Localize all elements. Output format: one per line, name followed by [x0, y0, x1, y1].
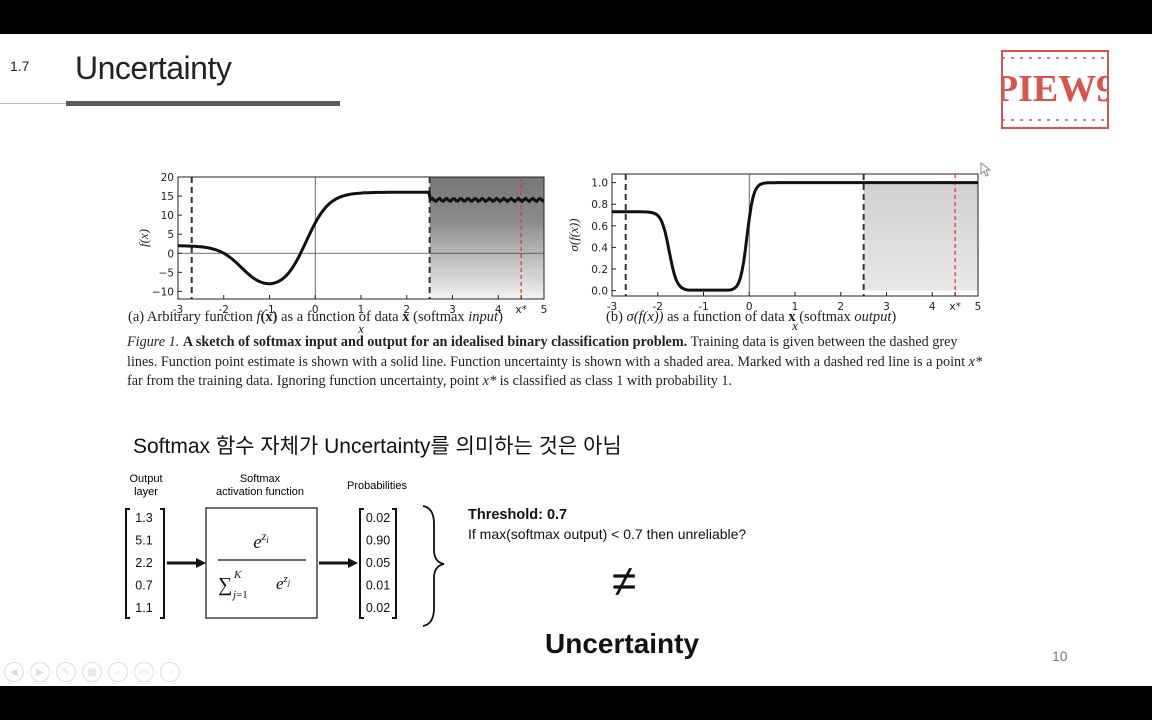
mouse-cursor-icon — [980, 162, 992, 177]
play-icon[interactable]: ▶ — [30, 662, 50, 682]
figure-caption: Figure 1. A sketch of softmax input and … — [127, 334, 983, 389]
slide-number: 1.7 — [10, 58, 30, 74]
y-axis-label: σ(f(x)) — [566, 218, 581, 251]
x-tick-label: 4 — [495, 304, 502, 316]
svg-text:PIEW9: PIEW9 — [1001, 68, 1109, 110]
caption-label: Figure 1. — [127, 334, 180, 350]
more-icon[interactable]: ⋯ — [160, 662, 180, 682]
y-tick-label: −5 — [159, 267, 174, 279]
y-tick-label: 0.6 — [591, 221, 608, 233]
threshold-question: If max(softmax output) < 0.7 then unreli… — [468, 526, 747, 542]
x-tick-label: 4 — [929, 301, 936, 313]
inputs-value: 1.1 — [135, 601, 152, 615]
softmax-label-1: Softmax — [240, 474, 281, 485]
function-curve — [612, 181, 978, 292]
y-tick-label: 5 — [167, 229, 174, 241]
x-tick-label: -3 — [607, 301, 617, 313]
caption-bold: A sketch of softmax input and output for… — [182, 334, 688, 350]
probs-value: 0.90 — [366, 534, 390, 548]
function-curve — [178, 190, 545, 286]
y-tick-label: 0.4 — [591, 242, 608, 254]
title-rule-light — [0, 103, 66, 104]
x-axis-label: x — [357, 321, 364, 336]
y-tick-label: −10 — [152, 286, 174, 298]
y-tick-label: 20 — [161, 172, 174, 184]
x-tick-label: 3 — [449, 304, 456, 316]
title-rule — [66, 101, 340, 106]
x-tick-label: 0 — [312, 304, 319, 316]
x-tick-label: 5 — [975, 301, 982, 313]
x-tick-label: x* — [515, 304, 526, 316]
x-tick-label: 3 — [883, 301, 890, 313]
probs-value: 0.02 — [366, 511, 390, 525]
x-tick-label: -2 — [219, 304, 229, 316]
inputs-value: 5.1 — [135, 534, 152, 548]
y-axis-label: f(x) — [136, 229, 151, 247]
caption-a: (a) Arbitrary function f(x) as a functio… — [128, 309, 503, 325]
x-tick-label: x* — [949, 301, 960, 313]
uncertainty-region — [863, 182, 978, 291]
softmax-label-2: activation function — [216, 486, 304, 498]
page-number: 10 — [1052, 648, 1068, 664]
uncertainty-region — [429, 177, 544, 299]
probs-value: 0.02 — [366, 601, 390, 615]
output-layer-label-1: Output — [129, 474, 162, 485]
prev-icon[interactable]: ◀ — [4, 662, 24, 682]
x-tick-label: 5 — [541, 304, 548, 316]
chart-softmax-output: 1.0 0.8 0.6 0.4 0.2 0.0 -3 -2 -1 0 1 2 3 4 x* 5 x σ(f(x)) — [566, 173, 982, 333]
output-layer-label-2: layer — [134, 486, 158, 498]
inputs-value: 2.2 — [135, 556, 152, 570]
subtitles-icon[interactable]: ▭ — [134, 662, 154, 682]
x-tick-label: -1 — [698, 301, 708, 313]
slide-title: Uncertainty — [75, 50, 232, 86]
inputs-value: 0.7 — [135, 579, 152, 593]
svg-text:K: K — [233, 569, 242, 581]
chart-softmax-input: 20 15 10 5 0 −5 −10 -3 -2 -1 0 1 2 3 4 x* 5 x f(x) — [136, 172, 547, 336]
zoom-icon[interactable]: ⌕ — [108, 662, 128, 682]
probs-value: 0.01 — [366, 579, 390, 593]
x-tick-label: -3 — [173, 304, 183, 316]
caption-b: (b) σ(f(x)) as a function of data x (sof… — [606, 309, 897, 325]
probs-value: 0.05 — [366, 556, 390, 570]
not-equal-symbol: ≠ — [612, 557, 637, 606]
x-axis-label: x — [791, 318, 798, 333]
y-tick-label: 15 — [161, 191, 174, 203]
x-tick-label: 2 — [403, 304, 410, 316]
korean-note: Softmax 함수 자체가 Uncertainty를 의미하는 것은 아님 — [133, 435, 622, 458]
slide: 1.7 Uncertainty PIEW9 20 15 10 5 0 −5 −10 -3 -2-… — [0, 34, 1152, 686]
y-tick-label: 0.0 — [591, 286, 608, 298]
x-tick-label: 2 — [837, 301, 844, 313]
conclusion-text: Uncertainty — [545, 628, 700, 659]
y-tick-label: 10 — [161, 210, 174, 222]
x-tick-label: 1 — [792, 301, 799, 313]
threshold-text: Threshold: 0.7 — [468, 507, 568, 523]
y-tick-label: 1.0 — [591, 178, 608, 190]
svg-text:∑: ∑ — [218, 574, 232, 596]
inputs-value: 1.3 — [135, 511, 152, 525]
presenter-toolbar: ◀ ▶ ✎ ▦ ⌕ ▭ ⋯ — [4, 662, 180, 682]
slides-icon[interactable]: ▦ — [82, 662, 102, 682]
y-tick-label: 0 — [167, 248, 174, 260]
pen-icon[interactable]: ✎ — [56, 662, 76, 682]
piew9-logo: PIEW9 — [1001, 50, 1109, 129]
y-tick-label: 0.2 — [591, 264, 608, 276]
softmax-diagram: Output layer Softmax activation function… — [125, 474, 445, 627]
y-tick-label: 0.8 — [591, 199, 608, 211]
probabilities-label: Probabilities — [347, 480, 407, 492]
x-tick-label: 1 — [358, 304, 365, 316]
svg-text:j=1: j=1 — [231, 589, 248, 601]
x-tick-label: 0 — [746, 301, 753, 313]
x-tick-label: -2 — [653, 301, 663, 313]
x-tick-label: -1 — [264, 304, 274, 316]
